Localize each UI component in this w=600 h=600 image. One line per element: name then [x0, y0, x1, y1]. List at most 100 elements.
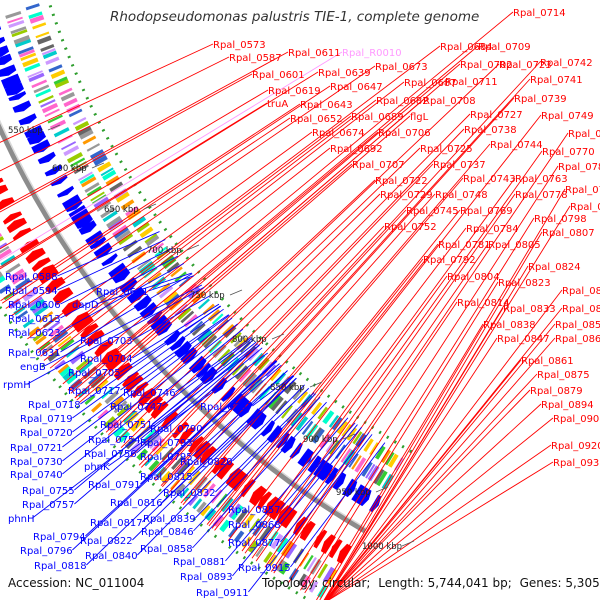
forward-gene-label: Rpal_0804: [447, 272, 500, 283]
reverse-cog-stripe: [96, 201, 112, 212]
forward-cog-stripe: [88, 372, 103, 386]
forward-cog-stripe: [84, 394, 96, 405]
forward-gene-label: Rpal_0908: [553, 414, 600, 425]
forward-gene-arrow: [280, 508, 298, 529]
forward-cog-stripe: [22, 318, 35, 329]
reverse-cog-stripe: [79, 173, 95, 185]
forward-cog-stripe: [106, 418, 120, 432]
reverse-cog-stripe: [384, 451, 395, 466]
forward-gene-label: Rpal_0714: [513, 8, 566, 19]
forward-gene-label-leader-line: [255, 193, 516, 562]
length-label: Length:: [378, 576, 424, 590]
reverse-cog-stripe: [20, 52, 37, 62]
reverse-gene-label: Rpal_0839: [143, 514, 196, 525]
forward-gene-label: Rpal_0727: [470, 110, 523, 121]
reverse-gene-label-leader-line: [290, 442, 386, 568]
forward-gene-label: Rpal_0781: [438, 240, 491, 251]
reverse-gene-label: Rpal_0641: [96, 287, 149, 298]
reverse-gene-label: phnK: [84, 462, 110, 473]
reverse-cog-stripe: [191, 322, 206, 336]
forward-cog-stripe: [175, 459, 188, 474]
reverse-cog-stripe: [197, 298, 210, 310]
reverse-gene-label-leader-line: [148, 275, 195, 292]
reverse-gene-label-leader-line: [280, 422, 356, 510]
reverse-cog-stripe: [117, 232, 134, 246]
reverse-gene-label-leader-line: [60, 262, 185, 333]
forward-cog-stripe: [117, 430, 131, 443]
reverse-gene-label-leader-line: [60, 255, 179, 319]
forward-gene-label: Rpal_0852: [562, 304, 600, 315]
accession-readout: Accession: NC_011004: [8, 576, 144, 590]
reverse-cog-stripe: [137, 258, 152, 271]
forward-gene-label-leader-line: [327, 461, 554, 600]
forward-cog-stripe: [31, 301, 48, 314]
reverse-cog-stripe: [90, 191, 105, 202]
scale-tick-mark: [271, 333, 285, 340]
forward-gene-arrow: [0, 184, 9, 195]
reverse-cog-stripe: [365, 463, 376, 479]
forward-gene-arrow: [105, 352, 126, 372]
forward-cog-stripe: [235, 508, 249, 524]
reverse-gene-arrow: [324, 467, 339, 485]
reverse-gene-label: Rpal_0588: [5, 272, 58, 283]
reverse-gene-arrow: [68, 204, 86, 218]
reverse-cog-stripe: [32, 22, 47, 30]
reverse-gene-arrow: [62, 194, 80, 208]
forward-gene-arrow: [188, 436, 205, 454]
reverse-gene-arrow: [332, 472, 347, 490]
genome-backbone: [0, 122, 367, 534]
reverse-cog-stripe: [297, 391, 309, 404]
reverse-gene-arrow: [31, 139, 51, 154]
forward-gene-arrow: [216, 460, 235, 480]
reverse-gene-label-leader-line: [232, 424, 358, 577]
reverse-cog-stripe: [42, 50, 58, 60]
forward-gene-label: Rpal_0809: [570, 202, 600, 213]
forward-gene-label: Rpal_0742: [540, 58, 593, 69]
reverse-gene-label: Rpal_0790: [150, 424, 203, 435]
forward-cog-stripe: [65, 373, 78, 385]
forward-gene-label-leader-line: [0, 103, 301, 302]
forward-gene-arrow: [269, 500, 286, 521]
scale-tick-mark: [342, 433, 356, 440]
forward-gene-label: Rpal_0741: [530, 75, 583, 86]
forward-cog-stripe: [228, 526, 239, 538]
forward-cog-stripe: [16, 310, 29, 320]
reverse-cog-stripe: [105, 175, 120, 187]
reverse-gene-label: Rpal_0720: [20, 428, 73, 439]
forward-gene-label-leader-line: [0, 73, 253, 213]
reverse-gene-label: Rpal_0718: [28, 400, 81, 411]
forward-gene-label-leader-line: [0, 102, 268, 268]
reverse-gene-arrow: [44, 164, 63, 177]
reverse-gene-label-leader-line: [193, 396, 321, 532]
reverse-gene-arrow: [8, 91, 27, 102]
scale-tick-mark: [309, 381, 323, 388]
forward-gene-label: Rpal_0769: [460, 206, 513, 217]
forward-gene-label: Rpal_0932: [553, 458, 600, 469]
reverse-cog-stripe: [44, 108, 60, 118]
reverse-cog-stripe: [84, 182, 100, 193]
reverse-gene-label-leader-line: [132, 303, 220, 359]
forward-gene-label-leader-line: [76, 163, 353, 401]
reverse-gene-label: Rpal_0797: [200, 402, 253, 413]
scale-tick-mark: [186, 244, 200, 251]
forward-cog-stripe: [230, 504, 244, 521]
reverse-gene-label: Rpal_0868: [228, 520, 281, 531]
reverse-cog-stripe: [374, 445, 386, 460]
forward-cog-stripe: [0, 233, 3, 237]
forward-gene-label: Rpal_0647: [330, 82, 383, 93]
reverse-gene-label-leader-line: [96, 272, 192, 305]
forward-gene-label-leader-line: [325, 359, 522, 600]
forward-cog-stripe: [248, 518, 260, 533]
forward-gene-label-leader-line: [68, 131, 379, 392]
reverse-cog-stripe: [238, 368, 252, 383]
reverse-gene-label-leader-line: [27, 286, 205, 385]
reverse-gene-arrow: [78, 220, 97, 235]
forward-gene-label: Rpal_0744: [490, 140, 543, 151]
reverse-gene-label: Rpal_0915: [238, 563, 291, 574]
forward-cog-stripe: [0, 248, 12, 260]
reverse-cog-stripe: [311, 401, 323, 416]
reverse-gene-label-leader-line: [252, 375, 294, 407]
reverse-cog-stripe: [233, 335, 246, 347]
reverse-gene-label: Rpal_0730: [10, 457, 63, 468]
